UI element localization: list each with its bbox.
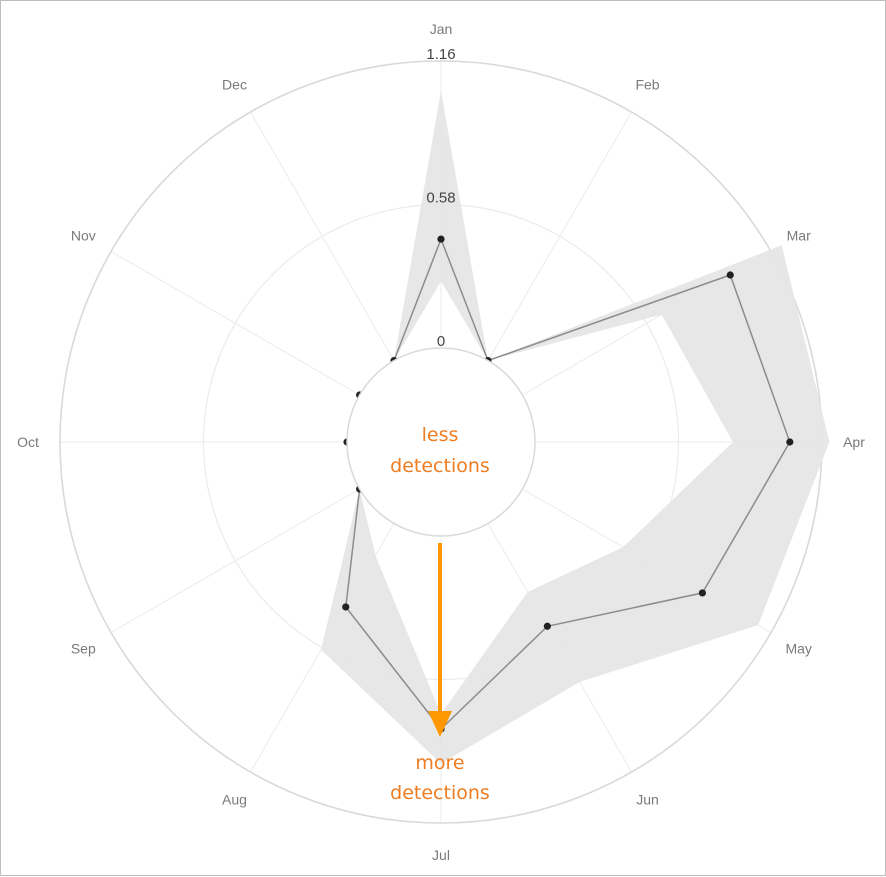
more-detections-label-line2: detections bbox=[390, 782, 490, 804]
point-may bbox=[698, 589, 706, 597]
inner-circle bbox=[346, 347, 536, 537]
inner-hole bbox=[346, 347, 536, 537]
point-mar bbox=[726, 271, 734, 279]
radial-tick-label-2: 1.16 bbox=[426, 46, 455, 63]
axis-labels: Jan Feb Mar Apr May Jun Jul Aug Sep Oct Nov Dec 0 0.5… bbox=[17, 21, 865, 863]
month-label-oct: Oct bbox=[17, 434, 39, 450]
direction-arrow bbox=[428, 543, 452, 737]
month-label-nov: Nov bbox=[71, 228, 96, 244]
point-aug bbox=[342, 603, 350, 611]
less-detections-label-line2: detections bbox=[390, 455, 490, 477]
month-label-dec: Dec bbox=[222, 76, 247, 92]
month-label-apr: Apr bbox=[843, 434, 865, 450]
month-label-feb: Feb bbox=[635, 76, 659, 92]
month-label-jun: Jun bbox=[636, 792, 659, 808]
point-jan bbox=[437, 235, 445, 243]
point-apr bbox=[786, 438, 794, 446]
month-label-sep: Sep bbox=[71, 641, 96, 657]
month-label-jan: Jan bbox=[430, 21, 453, 37]
month-label-mar: Mar bbox=[787, 228, 811, 244]
point-jun bbox=[543, 622, 551, 630]
month-label-jul: Jul bbox=[432, 847, 450, 863]
month-label-aug: Aug bbox=[222, 792, 247, 808]
less-detections-label-line1: less bbox=[422, 424, 459, 446]
radial-tick-label-0: 0 bbox=[437, 333, 445, 350]
more-detections-label-line1: more bbox=[415, 752, 464, 774]
month-label-may: May bbox=[785, 641, 811, 657]
radial-tick-label-1: 0.58 bbox=[426, 190, 455, 207]
